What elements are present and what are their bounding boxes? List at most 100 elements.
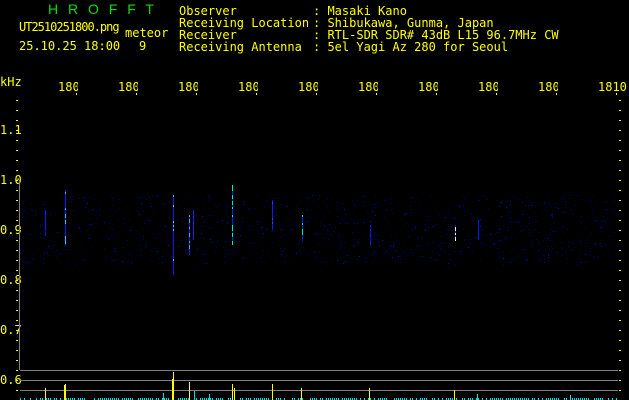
- noise-pixel: [112, 205, 113, 206]
- noise-pixel: [614, 202, 615, 203]
- noise-pixel: [448, 263, 449, 264]
- noise-pixel: [140, 255, 141, 256]
- noise-pixel: [197, 248, 198, 249]
- meteor-streak: [193, 214, 194, 216]
- noise-pixel: [434, 202, 435, 203]
- noise-pixel: [157, 195, 158, 196]
- noise-pixel: [89, 197, 90, 198]
- noise-pixel: [28, 234, 29, 235]
- noise-pixel: [462, 196, 463, 197]
- noise-pixel: [481, 230, 482, 231]
- noise-pixel: [89, 238, 90, 239]
- count-bar: [494, 398, 495, 400]
- noise-pixel: [547, 246, 548, 247]
- noise-pixel: [464, 240, 465, 241]
- noise-pixel: [237, 243, 238, 244]
- noise-pixel: [84, 200, 85, 201]
- noise-pixel: [284, 235, 285, 236]
- noise-pixel: [384, 253, 385, 254]
- noise-pixel: [453, 224, 454, 225]
- noise-pixel: [538, 250, 539, 251]
- meteor-streak: [272, 210, 273, 212]
- count-bar: [189, 382, 190, 400]
- noise-pixel: [464, 239, 465, 240]
- noise-pixel: [528, 229, 529, 230]
- noise-pixel: [144, 223, 145, 224]
- noise-pixel: [352, 200, 353, 201]
- noise-pixel: [449, 254, 450, 255]
- noise-pixel: [605, 202, 606, 203]
- noise-pixel: [417, 239, 418, 240]
- meteor-streak: [370, 243, 371, 245]
- noise-pixel: [284, 248, 285, 249]
- noise-pixel: [31, 234, 32, 235]
- meteor-streak: [173, 257, 174, 259]
- noise-pixel: [136, 231, 137, 232]
- noise-pixel: [109, 223, 110, 224]
- noise-pixel: [605, 244, 606, 245]
- noise-pixel: [562, 248, 563, 249]
- noise-pixel: [518, 256, 519, 257]
- meteor-streak: [302, 239, 303, 241]
- meteor-streak: [193, 228, 194, 230]
- count-bar: [68, 398, 69, 400]
- noise-pixel: [582, 199, 583, 200]
- noise-pixel: [218, 232, 219, 233]
- noise-pixel: [556, 207, 557, 208]
- count-bar: [186, 398, 187, 400]
- noise-pixel: [432, 251, 433, 252]
- noise-pixel: [151, 206, 152, 207]
- count-bar: [508, 398, 509, 400]
- noise-pixel: [417, 249, 418, 250]
- x-tick-label: 1803: [178, 81, 198, 93]
- noise-pixel: [129, 197, 130, 198]
- noise-pixel: [552, 248, 553, 249]
- meteor-streak: [173, 233, 174, 235]
- count-bar: [456, 398, 457, 400]
- noise-pixel: [89, 224, 90, 225]
- count-bar: [130, 398, 131, 400]
- noise-pixel: [275, 198, 276, 199]
- count-bar: [172, 379, 173, 400]
- noise-pixel: [532, 216, 533, 217]
- count-bar: [394, 398, 395, 400]
- count-bar: [552, 398, 553, 400]
- noise-pixel: [439, 246, 440, 247]
- noise-pixel: [378, 235, 379, 236]
- count-bar: [72, 398, 73, 400]
- noise-pixel: [609, 226, 610, 227]
- y-tick: [619, 390, 621, 391]
- noise-pixel: [404, 214, 405, 215]
- noise-pixel: [604, 254, 605, 255]
- noise-pixel: [353, 246, 354, 247]
- noise-pixel: [406, 233, 407, 234]
- noise-pixel: [399, 244, 400, 245]
- count-bar: [260, 398, 261, 400]
- meteor-streak: [173, 247, 174, 249]
- count-bar: [40, 398, 41, 400]
- count-bar: [446, 398, 447, 400]
- noise-pixel: [84, 197, 85, 198]
- noise-pixel: [69, 235, 70, 236]
- meteor-streak: [302, 227, 303, 229]
- noise-pixel: [344, 242, 345, 243]
- noise-pixel: [85, 259, 86, 260]
- noise-pixel: [160, 241, 161, 242]
- noise-pixel: [208, 197, 209, 198]
- meteor-streak: [65, 204, 66, 206]
- count-bar: [518, 398, 519, 400]
- noise-pixel: [570, 209, 571, 210]
- noise-pixel: [377, 239, 378, 240]
- noise-pixel: [91, 224, 92, 225]
- noise-pixel: [499, 257, 500, 258]
- noise-pixel: [226, 207, 227, 208]
- noise-pixel: [393, 247, 394, 248]
- meteor-streak: [232, 243, 233, 245]
- noise-pixel: [391, 209, 392, 210]
- meteor-streak: [189, 223, 190, 225]
- noise-pixel: [524, 249, 525, 250]
- count-bar: [98, 398, 99, 400]
- noise-pixel: [73, 210, 74, 211]
- noise-pixel: [22, 214, 23, 215]
